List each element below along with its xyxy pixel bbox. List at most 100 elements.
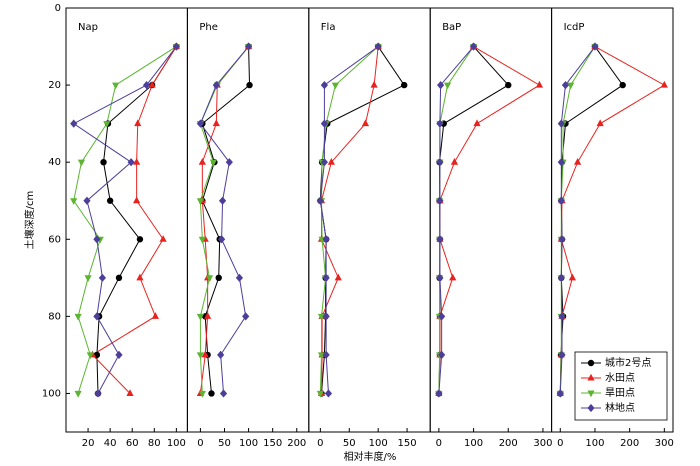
y-tick-label: 100	[42, 388, 61, 399]
marker	[196, 313, 205, 321]
marker	[557, 119, 565, 128]
marker	[74, 390, 82, 398]
x-tick-label: 100	[239, 438, 258, 449]
marker	[112, 82, 120, 90]
marker	[558, 235, 566, 244]
marker	[115, 350, 123, 360]
marker	[93, 235, 101, 244]
x-axis-label: 相对丰度/%	[344, 450, 397, 463]
marker	[322, 235, 330, 244]
x-tick-label: 0	[436, 438, 442, 449]
marker	[148, 80, 156, 88]
marker	[77, 159, 86, 167]
series-line	[438, 46, 510, 394]
marker	[561, 80, 570, 90]
panel-frame	[551, 7, 674, 433]
marker	[209, 159, 218, 167]
y-tick-label: 60	[48, 234, 61, 245]
marker	[574, 157, 582, 165]
marker	[557, 273, 565, 282]
series-line	[199, 46, 249, 394]
panel-frame	[429, 7, 553, 433]
marker	[93, 312, 101, 321]
series-line	[91, 46, 177, 394]
x-tick-label: 40	[104, 438, 117, 449]
marker	[568, 273, 577, 281]
marker	[159, 235, 167, 242]
marker	[450, 157, 459, 165]
y-axis-label: 土壤深度/cm	[23, 191, 36, 250]
marker	[100, 158, 107, 166]
series-line	[319, 46, 379, 394]
marker	[557, 196, 565, 205]
series-line	[199, 46, 249, 394]
marker	[208, 390, 215, 397]
marker	[587, 359, 595, 367]
panel-frame	[186, 7, 310, 433]
marker	[660, 80, 668, 88]
x-tick-label: 100	[369, 438, 388, 449]
panel-title: Phe	[199, 22, 218, 33]
marker	[436, 273, 444, 282]
marker	[218, 235, 226, 244]
marker	[215, 274, 222, 282]
marker	[443, 82, 452, 90]
series-line	[201, 46, 251, 394]
marker	[198, 390, 206, 398]
marker	[438, 312, 446, 321]
series-line	[559, 46, 666, 394]
marker	[324, 389, 333, 398]
marker	[196, 352, 205, 360]
marker	[400, 81, 408, 89]
marker	[331, 82, 339, 90]
marker	[151, 312, 159, 319]
marker	[334, 273, 342, 281]
marker	[142, 80, 151, 90]
marker	[436, 235, 444, 244]
marker	[242, 312, 250, 321]
marker	[435, 389, 443, 398]
panel-frame	[65, 7, 188, 433]
marker	[83, 196, 91, 205]
series-line	[321, 46, 379, 394]
legend-label: 水田点	[605, 372, 635, 384]
marker	[619, 81, 626, 89]
x-tick-label: 60	[126, 438, 139, 449]
marker	[212, 80, 220, 90]
marker	[86, 352, 94, 360]
panel-title: BaP	[442, 22, 461, 33]
x-tick-label: 80	[148, 438, 161, 449]
marker	[196, 198, 205, 205]
marker	[473, 119, 481, 127]
marker	[437, 80, 445, 90]
x-tick-label: 0	[317, 438, 323, 449]
marker	[198, 236, 206, 244]
series-line	[438, 46, 474, 394]
x-tick-label: 200	[620, 438, 639, 449]
marker	[449, 273, 457, 281]
y-tick-label: 20	[48, 80, 61, 91]
marker	[556, 389, 564, 398]
series-line	[319, 46, 379, 394]
marker	[591, 42, 599, 51]
marker	[127, 158, 135, 167]
x-tick-label: 100	[464, 438, 483, 449]
series-line	[438, 46, 474, 394]
x-tick-label: 200	[287, 438, 306, 449]
series-line	[199, 46, 249, 394]
marker	[133, 157, 141, 165]
marker	[94, 389, 102, 398]
marker	[217, 350, 225, 360]
marker	[596, 119, 604, 127]
x-tick-label: 300	[533, 438, 552, 449]
marker	[558, 350, 566, 360]
marker	[244, 42, 253, 51]
marker	[322, 350, 330, 360]
series-line	[559, 46, 596, 394]
marker	[370, 80, 378, 88]
marker	[134, 119, 142, 127]
marker	[235, 273, 244, 282]
series-line	[96, 46, 177, 394]
marker	[196, 119, 205, 128]
marker	[505, 81, 512, 89]
